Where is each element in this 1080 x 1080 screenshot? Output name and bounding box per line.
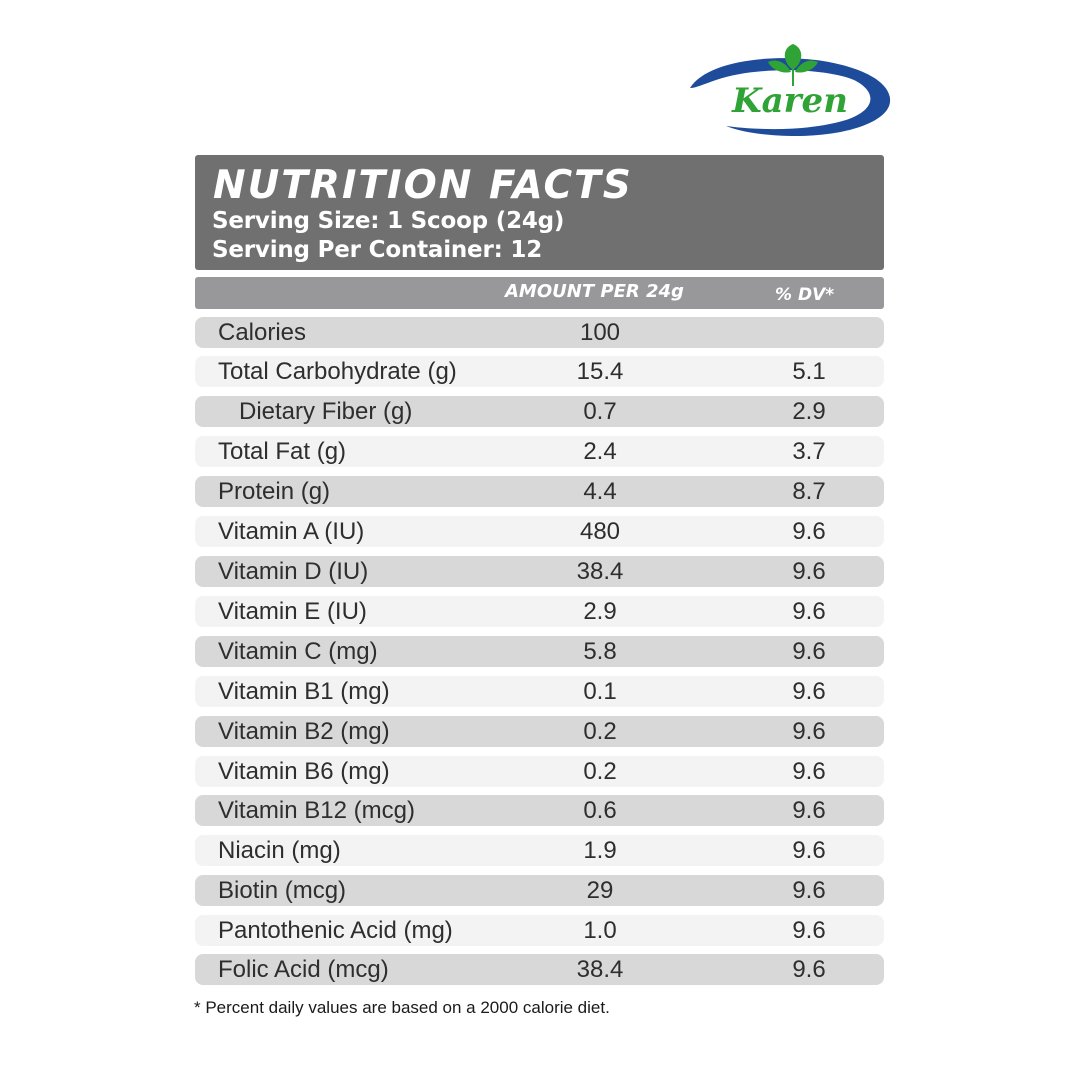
nutrient-dv: 9.6 [792, 877, 826, 904]
nutrient-name: Vitamin E (IU) [218, 598, 367, 625]
nutrient-dv: 9.6 [792, 837, 826, 864]
nutrient-name: Vitamin D (IU) [218, 558, 369, 585]
footnote: * Percent daily values are based on a 20… [194, 998, 610, 1017]
nutrient-amount: 15.4 [576, 358, 624, 385]
nutrient-name: Vitamin A (IU) [218, 518, 365, 545]
table-row: Vitamin A (IU) 480 9.6 [195, 516, 884, 547]
nutrient-dv: 2.9 [792, 398, 826, 425]
nutrient-amount: 4.4 [583, 478, 617, 505]
nutrient-amount: 0.2 [583, 718, 617, 745]
nutrient-dv: 3.7 [792, 438, 826, 465]
nutrient-dv: 9.6 [792, 956, 826, 983]
nutrient-name: Vitamin B12 (mcg) [218, 797, 415, 824]
nutrient-amount: 1.0 [583, 917, 617, 944]
nutrient-name: Folic Acid (mcg) [218, 956, 389, 983]
nutrition-header: NUTRITION FACTS Serving Size: 1 Scoop (2… [195, 155, 884, 270]
nutrient-amount: 29 [586, 877, 614, 904]
nutrient-name: Protein (g) [218, 478, 331, 505]
nutrient-amount: 2.9 [583, 598, 617, 625]
page-title: NUTRITION FACTS [213, 163, 633, 208]
nutrient-amount: 1.9 [583, 837, 617, 864]
nutrient-name: Vitamin C (mg) [218, 638, 378, 665]
amount-column-header: AMOUNT PER 24g [505, 281, 684, 302]
dv-column-header: % DV* [775, 285, 835, 305]
nutrient-name: Vitamin B6 (mg) [218, 758, 390, 785]
nutrient-amount: 38.4 [576, 956, 624, 983]
leaf-icon [768, 44, 818, 86]
nutrient-dv: 9.6 [792, 917, 826, 944]
nutrient-amount: 480 [579, 518, 621, 545]
nutrient-amount: 0.1 [583, 678, 617, 705]
table-row: Vitamin B12 (mcg) 0.6 9.6 [195, 795, 884, 826]
table-row: Vitamin B2 (mg) 0.2 9.6 [195, 716, 884, 747]
table-row: Protein (g) 4.4 8.7 [195, 476, 884, 507]
serving-size: Serving Size: 1 Scoop (24g) [212, 208, 565, 234]
nutrient-name: Dietary Fiber (g) [239, 398, 413, 425]
table-row: Pantothenic Acid (mg) 1.0 9.6 [195, 915, 884, 946]
nutrient-amount: 0.6 [583, 797, 617, 824]
nutrient-amount: 100 [579, 319, 621, 346]
table-row: Calories 100 [195, 317, 884, 348]
nutrient-dv: 9.6 [792, 558, 826, 585]
nutrient-dv: 9.6 [792, 518, 826, 545]
nutrient-dv: 9.6 [792, 598, 826, 625]
nutrient-name: Niacin (mg) [218, 837, 341, 864]
table-row: Vitamin B6 (mg) 0.2 9.6 [195, 756, 884, 787]
table-row: Vitamin D (IU) 38.4 9.6 [195, 556, 884, 587]
servings-per-container: Serving Per Container: 12 [212, 237, 543, 263]
nutrient-dv: 8.7 [792, 478, 826, 505]
nutrient-name: Total Carbohydrate (g) [218, 358, 457, 385]
karen-logo: Karen [690, 44, 891, 136]
nutrient-name: Vitamin B2 (mg) [218, 718, 390, 745]
nutrient-name: Biotin (mcg) [218, 877, 347, 904]
nutrient-dv: 5.1 [792, 358, 826, 385]
nutrient-amount: 0.7 [583, 398, 617, 425]
table-row: Total Fat (g) 2.4 3.7 [195, 436, 884, 467]
nutrient-dv: 9.6 [792, 638, 826, 665]
nutrient-dv: 9.6 [792, 797, 826, 824]
nutrient-name: Vitamin B1 (mg) [218, 678, 390, 705]
table-row: Niacin (mg) 1.9 9.6 [195, 835, 884, 866]
table-row: Folic Acid (mcg) 38.4 9.6 [195, 954, 884, 985]
table-row: Dietary Fiber (g) 0.7 2.9 [195, 396, 884, 427]
nutrient-dv: 9.6 [792, 678, 826, 705]
table-row: Total Carbohydrate (g) 15.4 5.1 [195, 356, 884, 387]
table-row: Vitamin E (IU) 2.9 9.6 [195, 596, 884, 627]
table-row: Biotin (mcg) 29 9.6 [195, 875, 884, 906]
nutrient-amount: 2.4 [583, 438, 617, 465]
nutrient-dv: 9.6 [792, 718, 826, 745]
column-header: AMOUNT PER 24g % DV* [195, 277, 884, 309]
nutrient-dv: 9.6 [792, 758, 826, 785]
nutrient-name: Total Fat (g) [218, 438, 347, 465]
nutrient-name: Calories [218, 319, 307, 346]
nutrient-amount: 0.2 [583, 758, 617, 785]
nutrient-amount: 38.4 [576, 558, 624, 585]
logo-text: Karen [731, 81, 848, 121]
table-row: Vitamin B1 (mg) 0.1 9.6 [195, 676, 884, 707]
nutrient-amount: 5.8 [583, 638, 617, 665]
nutrient-name: Pantothenic Acid (mg) [218, 917, 453, 944]
table-row: Vitamin C (mg) 5.8 9.6 [195, 636, 884, 667]
